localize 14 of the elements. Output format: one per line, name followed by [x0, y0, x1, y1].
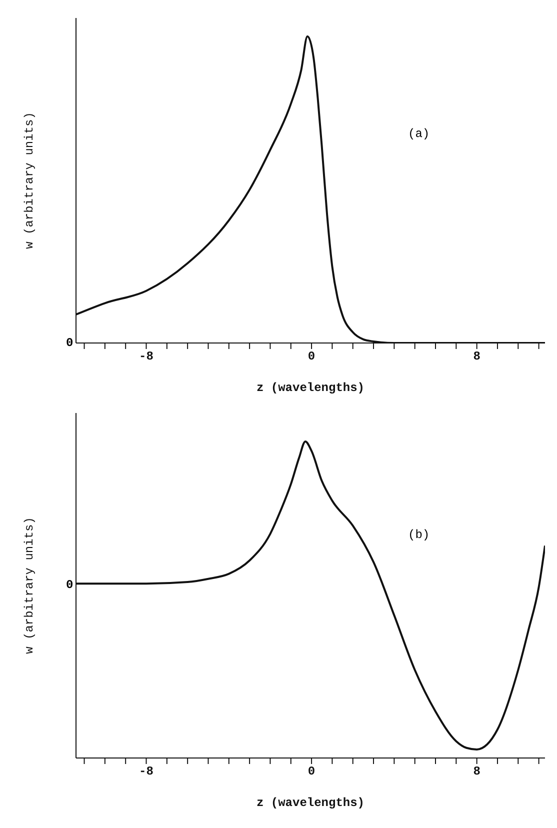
text: 0	[66, 336, 74, 350]
x-tick-label: 8	[473, 350, 480, 364]
x-axis-title: z (wavelengths)	[256, 381, 365, 395]
x-tick-label: 0	[308, 350, 316, 364]
x-tick-label: -8	[139, 764, 154, 779]
annotation: (a)	[408, 126, 430, 140]
x-tick-label: 0	[308, 764, 316, 779]
x-axis-title: z (wavelengths)	[256, 796, 365, 810]
x-tick-label: -8	[139, 350, 154, 364]
x-tick-label: 8	[473, 764, 480, 779]
text: 0	[66, 578, 74, 592]
y-axis-title: w (arbitrary units)	[22, 517, 36, 654]
y-axis-title: w (arbitrary units)	[22, 112, 36, 249]
annotation: (b)	[408, 528, 430, 542]
